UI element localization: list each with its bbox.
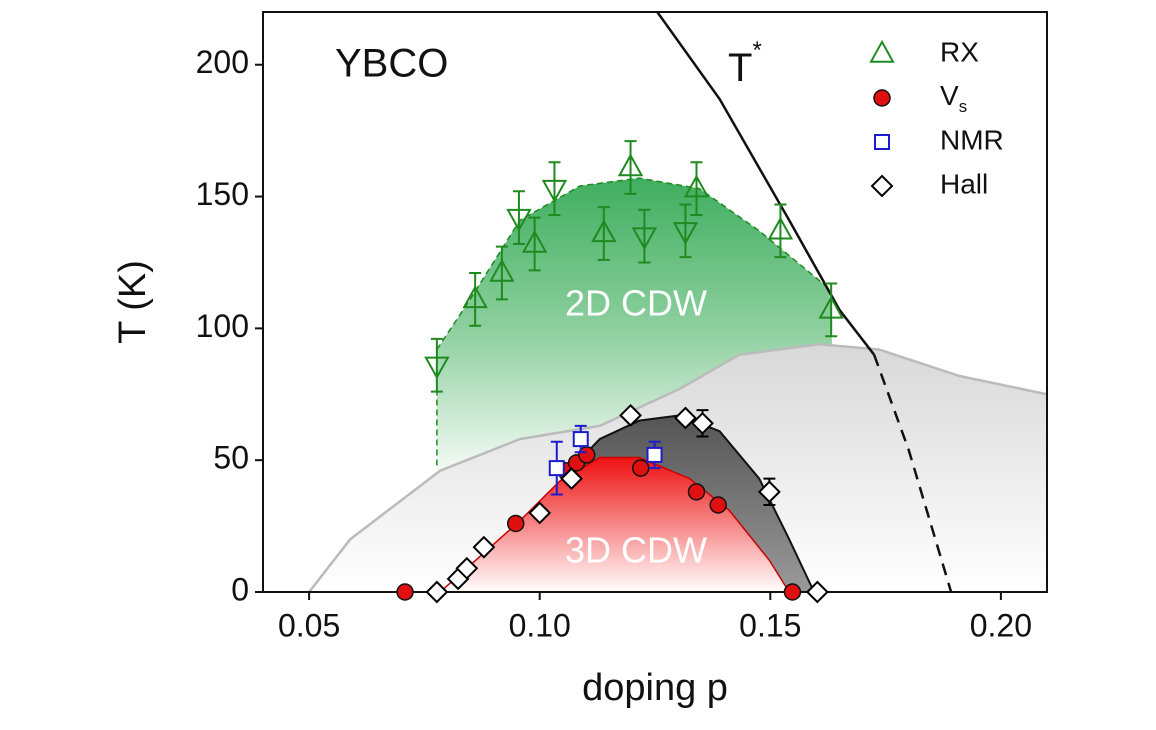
tstar-line-dashed (872, 354, 953, 592)
error-bar (638, 208, 651, 264)
data-point (521, 229, 548, 253)
data-point (506, 514, 525, 533)
data-point (805, 580, 829, 604)
legend-label: Hall (940, 168, 988, 199)
data-point (591, 219, 617, 243)
data-point (548, 460, 565, 477)
region-label: 3D CDW (565, 530, 707, 571)
data-point (683, 174, 710, 198)
data-point (818, 295, 844, 319)
data-point (687, 483, 706, 501)
error-bar (469, 272, 482, 327)
data-point (506, 208, 532, 232)
data-point (617, 153, 644, 177)
data-point (396, 583, 414, 601)
tc-boundary (308, 342, 1047, 592)
tstar-label: T* (728, 37, 762, 89)
error-bar (690, 161, 703, 216)
y-tick-label: 200 (196, 44, 249, 80)
data-point (709, 496, 727, 514)
data-point (619, 403, 642, 427)
y-tick-label: 150 (196, 176, 249, 212)
data-point (425, 580, 449, 604)
error-bar (825, 282, 838, 338)
data-point (767, 216, 794, 240)
y-tick-label: 100 (196, 308, 249, 344)
y-tick-label: 50 (213, 440, 249, 476)
data-point (541, 179, 568, 203)
error-bar (430, 337, 443, 393)
cdw2d-boundary (436, 177, 830, 350)
data-point (462, 285, 488, 309)
error-bar (597, 206, 610, 261)
x-tick-label: 0.15 (739, 607, 801, 643)
data-point (489, 258, 515, 282)
y-tick-label: 0 (231, 571, 249, 607)
x-tick-label: 0.05 (278, 607, 340, 643)
data-point (528, 501, 552, 525)
error-bar (548, 161, 561, 216)
data-point (455, 556, 479, 580)
legend-label: NMR (940, 124, 1004, 155)
legend-marker (874, 134, 890, 150)
x-axis-label: doping p (582, 667, 728, 709)
data-point (560, 467, 583, 491)
legend-marker (870, 174, 894, 198)
y-axis-label: T (K) (112, 260, 154, 344)
regions (308, 12, 1047, 592)
data-point (631, 227, 658, 251)
region-label: 2D CDW (565, 283, 707, 324)
legend-label: Vs (940, 80, 967, 116)
plot-frame (262, 11, 1048, 593)
legend-label: RX (940, 36, 979, 67)
data-point (572, 431, 589, 448)
data-point (672, 222, 699, 245)
error-bar (624, 140, 637, 195)
error-bar (774, 203, 787, 259)
error-bar (495, 245, 508, 301)
chart-title: YBCO (335, 42, 448, 86)
data-point (646, 446, 663, 463)
data-point (757, 480, 781, 504)
data-point (631, 459, 650, 477)
data-point (691, 411, 714, 435)
error-bar (512, 190, 525, 245)
data-point (424, 356, 450, 380)
data-point (783, 583, 802, 601)
error-bar (679, 203, 692, 259)
x-tick-label: 0.20 (970, 607, 1032, 643)
tstar-line (656, 12, 876, 356)
legend-marker (869, 39, 895, 63)
cdw3d-boundary (439, 456, 790, 592)
data-point (472, 535, 496, 559)
x-tick-label: 0.10 (509, 607, 571, 643)
data-point (674, 406, 697, 430)
error-bar (528, 216, 541, 272)
legend-marker (873, 89, 891, 107)
